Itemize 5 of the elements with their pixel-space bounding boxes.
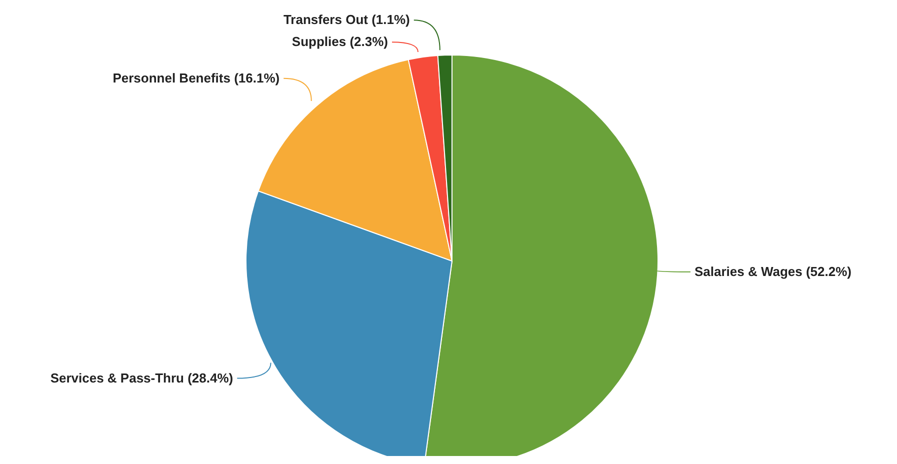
slice-label: Transfers Out (1.1%)	[283, 12, 410, 28]
slice-label: Services & Pass-Thru (28.4%)	[50, 370, 234, 386]
slice-label: Salaries & Wages (52.2%)	[694, 264, 852, 279]
slice-label: Personnel Benefits (16.1%)	[112, 70, 280, 86]
slice-label: Supplies (2.3%)	[292, 34, 388, 50]
